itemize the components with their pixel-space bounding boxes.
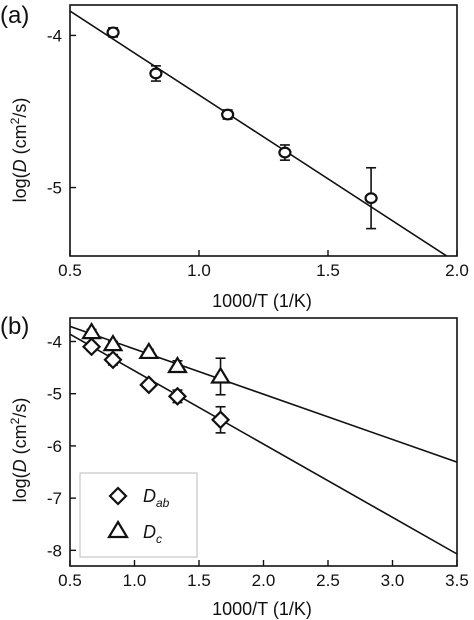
legend-dc-main: D <box>143 522 156 542</box>
data-point-triangle <box>102 333 124 352</box>
panel-a-xlabel: 1000/T (1/K) <box>212 291 312 311</box>
data-point-triangle <box>81 321 102 340</box>
ylabel-b-suffix: /s) <box>10 398 30 418</box>
ylabel-a-symbol: D <box>10 159 30 172</box>
legend-box <box>79 472 198 558</box>
panel-a-label: (a) <box>0 2 29 29</box>
y-tick-label: -7 <box>47 489 62 508</box>
data-point-diamond <box>103 350 123 370</box>
x-tick-label: 3.5 <box>445 571 469 590</box>
panel-b-ylabel: log(D (cm2/s) <box>8 398 30 503</box>
data-point-diamond <box>167 386 188 406</box>
fit-lines <box>70 10 448 256</box>
panel-b-label: (b) <box>0 313 29 340</box>
ylabel-a-suffix: /s) <box>10 98 30 118</box>
ylabel-b-unit: (cm <box>10 424 30 459</box>
ylabel-b-prefix: log( <box>10 472 30 502</box>
y-tick-label: -5 <box>47 385 62 404</box>
data-point-diamond <box>81 337 102 357</box>
legend-dab-main: D <box>143 486 156 506</box>
data-point-circle <box>278 146 292 159</box>
data-point-diamond <box>139 375 159 395</box>
fit-line <box>70 10 448 256</box>
data-point-diamond <box>210 410 231 430</box>
x-tick-label: 1.0 <box>187 261 211 280</box>
ylabel-a-sup: 2 <box>8 117 22 124</box>
ylabel-b-symbol: D <box>10 459 30 472</box>
data-point-circle <box>221 108 235 121</box>
data-point-circle <box>364 192 378 205</box>
x-tick-label: 1.0 <box>123 571 147 590</box>
legend-dab-sub: ab <box>156 496 170 510</box>
panel-a: 0.5 1.0 1.5 2.0 -5 -4 <box>47 4 469 280</box>
x-tick-label: 0.5 <box>58 261 82 280</box>
x-tick-label: 1.5 <box>187 571 211 590</box>
legend-diamond-marker <box>108 486 128 506</box>
legend-triangle-marker <box>107 519 129 539</box>
y-tick-label: -4 <box>47 26 62 45</box>
panel-b-xlabel: 1000/T (1/K) <box>212 599 312 619</box>
data-point-circle <box>149 67 163 80</box>
fit-line <box>70 333 457 555</box>
legend: Dab Dc <box>79 472 198 558</box>
x-tick-label: 1.5 <box>316 261 340 280</box>
x-tick-label: 2.0 <box>252 571 276 590</box>
ylabel-a-prefix: log( <box>10 172 30 202</box>
y-tick-label: -8 <box>47 541 62 560</box>
ylabel-a-unit: (cm <box>10 124 30 159</box>
legend-dc: Dc <box>143 522 162 546</box>
fit-line <box>70 325 457 463</box>
panel-b: 0.5 1.0 1.5 2.0 2.5 3.0 3.5 -8 -7 -6 -5 -4 <box>47 317 469 590</box>
legend-dab: Dab <box>143 486 170 510</box>
y-tick-label: -4 <box>47 332 62 351</box>
panel-a-ylabel: log(D (cm2/s) <box>8 98 30 203</box>
legend-dc-sub: c <box>156 532 162 546</box>
fit-lines <box>70 325 457 555</box>
data-point-triangle <box>167 355 188 374</box>
ylabel-b-sup: 2 <box>8 417 22 424</box>
x-tick-label: 2.0 <box>445 261 469 280</box>
data-point-triangle <box>138 341 160 360</box>
y-tick-label: -5 <box>47 179 62 198</box>
data-point-triangle <box>210 366 231 384</box>
data-point-circle <box>106 26 120 39</box>
x-tick-label: 3.0 <box>381 571 405 590</box>
y-tick-label: -6 <box>47 437 62 456</box>
x-tick-label: 2.5 <box>316 571 340 590</box>
plot-frame <box>69 4 458 257</box>
x-tick-label: 0.5 <box>58 571 82 590</box>
